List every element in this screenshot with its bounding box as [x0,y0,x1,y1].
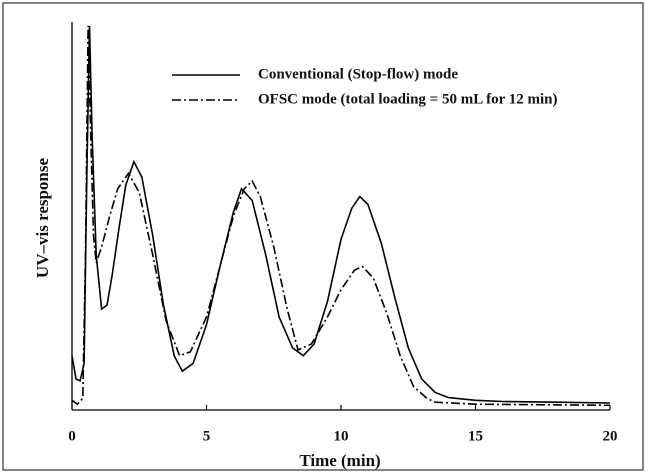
legend-label: OFSC mode (total loading = 50 mL for 12 … [258,91,558,107]
x-tick-label: 15 [468,428,483,444]
x-axis-label: Time (min) [299,451,380,470]
x-tick-label: 5 [203,428,211,444]
series-line [71,25,611,407]
y-axis-label: UV–vis response [33,157,52,278]
x-tick-label: 0 [68,428,76,444]
legend-label: Conventional (Stop-flow) mode [258,66,458,82]
x-tick-label: 10 [334,428,349,444]
series-line [71,25,611,404]
x-tick-label: 20 [603,428,618,444]
